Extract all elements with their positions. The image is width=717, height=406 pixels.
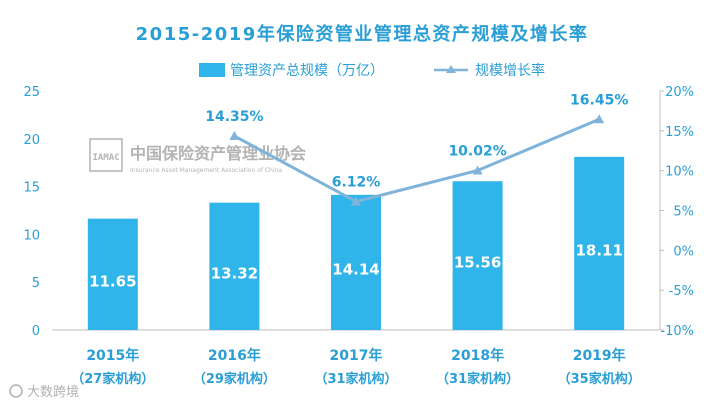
right-axis-ticks: -10% -5% 0% 5% 10% 15% 20% <box>660 85 694 339</box>
growth-marker <box>472 165 483 175</box>
left-tick-label: 10 <box>23 228 40 243</box>
x-tick-sublabel: （35家机构） <box>558 371 641 387</box>
growth-value-label: 6.12% <box>332 175 381 191</box>
right-tick-label: 5% <box>673 205 694 220</box>
bar <box>331 194 381 330</box>
x-tick-label: 2019年 <box>573 347 626 364</box>
watermark-org-name-en: Insurance Asset Management Association o… <box>130 167 282 174</box>
x-tick-sublabel: （27家机构） <box>71 371 154 387</box>
x-tick-label: 2018年 <box>451 347 504 364</box>
legend: 管理资产总规模（万亿） 规模增长率 <box>199 62 545 79</box>
badge-text: 大数跨境 <box>27 385 79 400</box>
bar <box>209 202 260 330</box>
right-tick-label: 10% <box>665 165 694 180</box>
line-value-labels: 14.35% 6.12% 10.02% 16.45% <box>205 92 628 190</box>
x-tick-sublabel: （31家机构） <box>314 371 397 387</box>
legend-bar-label: 管理资产总规模（万亿） <box>230 63 384 79</box>
x-tick-label: 2017年 <box>330 347 383 364</box>
bar-value-label: 15.56 <box>454 254 501 272</box>
bar <box>87 218 138 330</box>
bar-series <box>87 156 625 330</box>
growth-line <box>233 117 600 204</box>
x-tick-label: 2016年 <box>208 347 261 364</box>
legend-bar-swatch <box>199 63 225 77</box>
right-tick-label: 20% <box>665 85 694 100</box>
bar-value-labels: 11.65 13.32 14.14 15.56 18.11 <box>89 241 623 290</box>
badge-icon <box>9 384 23 398</box>
left-tick-label: 25 <box>23 85 40 100</box>
bar-value-label: 13.32 <box>211 264 258 282</box>
bar <box>574 156 625 330</box>
x-tick-sublabel: （29家机构） <box>193 371 276 387</box>
growth-value-label: 14.35% <box>205 109 263 125</box>
source-badge: 大数跨境 <box>9 384 79 400</box>
growth-marker <box>594 114 605 124</box>
left-tick-label: 20 <box>23 133 40 148</box>
right-tick-label: -5% <box>669 284 694 299</box>
bar-value-label: 11.65 <box>89 272 136 290</box>
left-tick-label: 5 <box>32 276 40 291</box>
watermark-org-name: 中国保险资产管理业协会 <box>130 144 306 163</box>
line-series <box>229 114 605 206</box>
left-tick-label: 15 <box>23 181 40 196</box>
left-axis-ticks: 0 5 10 15 20 25 <box>23 85 40 339</box>
legend-line-marker <box>446 65 456 73</box>
x-axis-labels: 2015年 （27家机构） 2016年 （29家机构） 2017年 （31家机构） 2018… <box>71 347 640 387</box>
bar <box>452 181 503 330</box>
watermark-logo-box <box>89 138 123 172</box>
legend-line-label: 规模增长率 <box>475 62 545 79</box>
watermark: IAMAC 中国保险资产管理业协会 Insurance Asset Manage… <box>89 138 306 174</box>
growth-value-label: 10.02% <box>448 144 506 160</box>
bar-value-label: 18.11 <box>575 241 622 259</box>
watermark-logo: IAMAC <box>92 153 119 163</box>
right-tick-label: 0% <box>673 244 694 259</box>
left-tick-label: 0 <box>32 324 40 339</box>
right-tick-label: 15% <box>665 125 694 140</box>
x-tick-sublabel: （31家机构） <box>436 371 519 387</box>
chart-title: 2015-2019年保险资管业管理总资产规模及增长率 <box>136 23 589 45</box>
bar-value-label: 14.14 <box>332 260 379 278</box>
growth-marker <box>229 131 240 141</box>
growth-marker <box>351 196 361 206</box>
x-tick-label: 2015年 <box>86 347 139 364</box>
right-tick-label: -10% <box>660 324 694 339</box>
growth-value-label: 16.45% <box>570 92 628 108</box>
